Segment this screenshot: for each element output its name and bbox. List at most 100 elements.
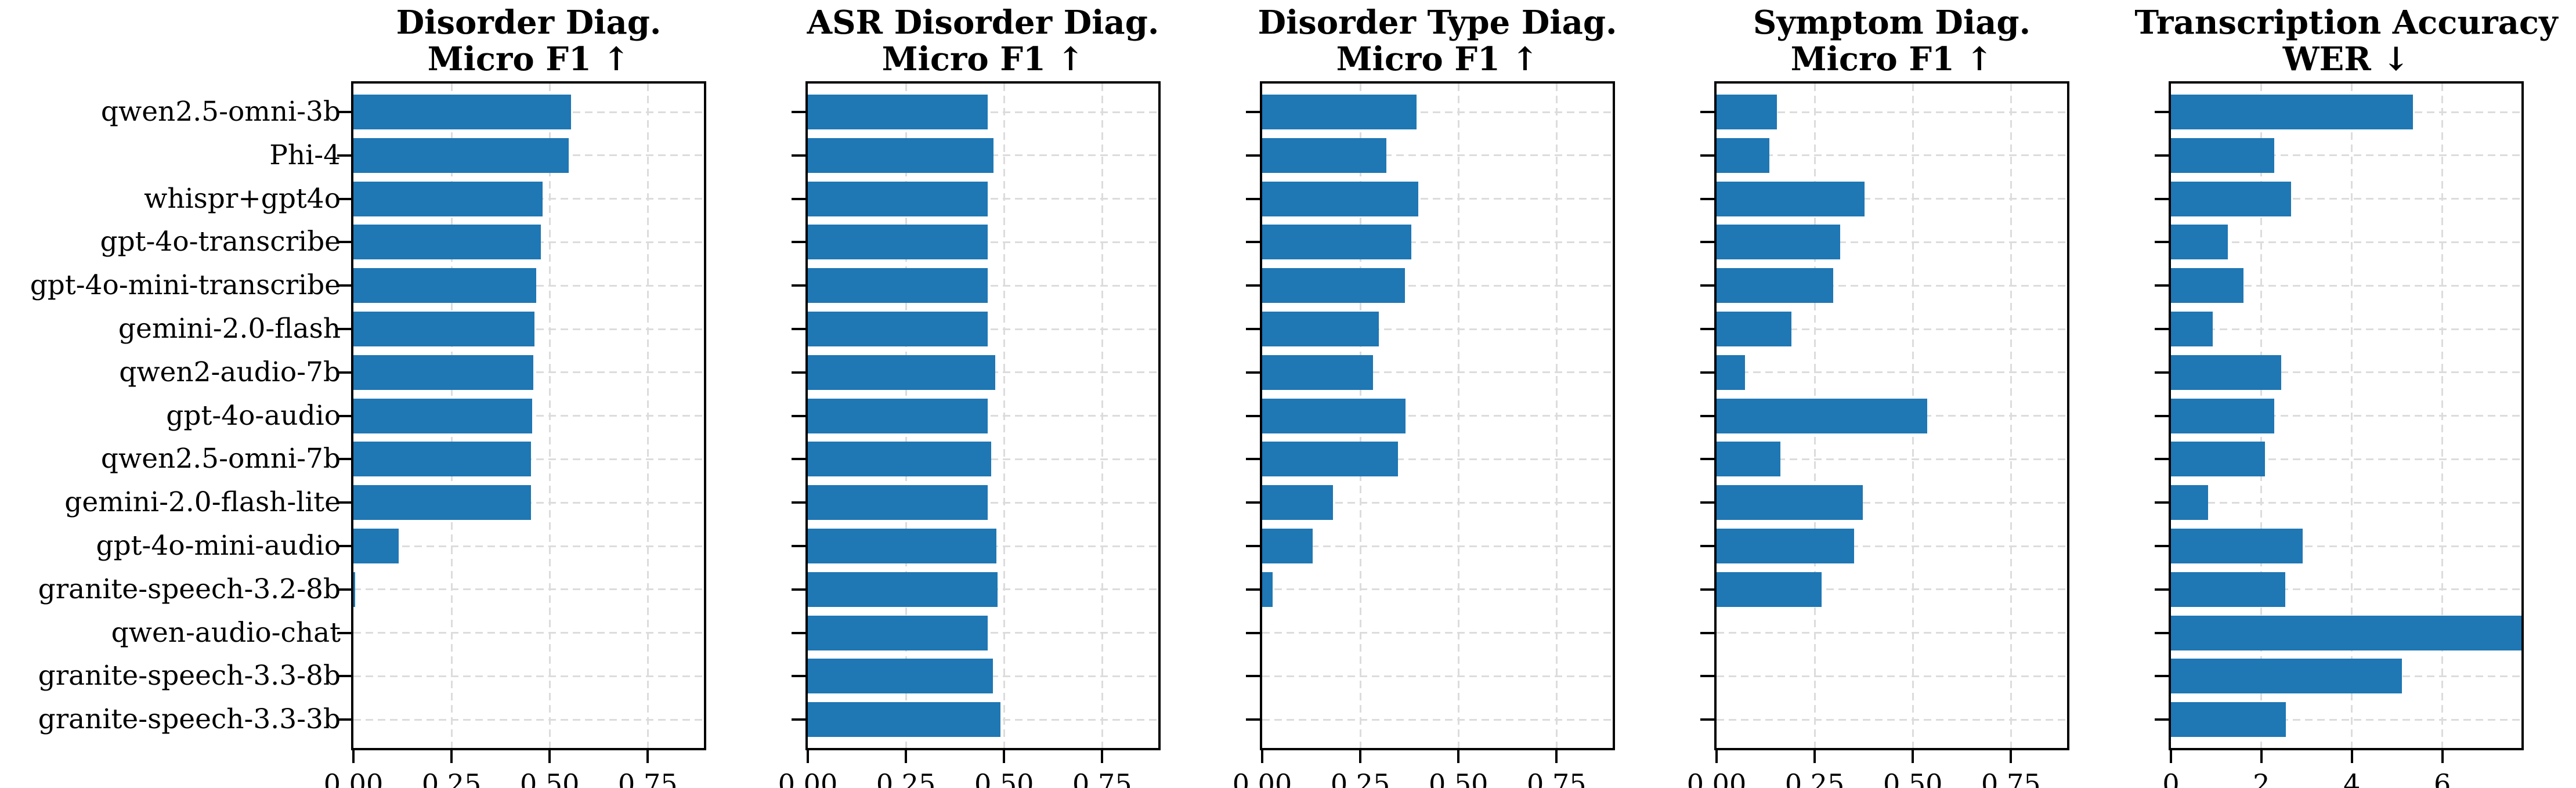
gridline-horizontal — [353, 675, 704, 677]
y-tick-mark — [337, 545, 351, 547]
x-tick-label: 0.75 — [1981, 768, 2041, 788]
gridline-horizontal — [2171, 198, 2521, 200]
y-tick-mark — [792, 501, 805, 504]
bar-qwen2-audio-7b — [1262, 355, 1374, 390]
bar-granite-speech-3.2-8b — [1262, 572, 1273, 607]
gridline-horizontal — [1262, 328, 1613, 330]
chart-title-1: ASR Disorder Diag. Micro F1 ↑ — [807, 5, 1159, 78]
x-tick-label: 0.00 — [778, 768, 838, 788]
y-tick-mark — [1246, 328, 1260, 330]
x-tick-mark — [2010, 750, 2013, 763]
y-tick-mark — [2155, 501, 2169, 504]
chart-title-line: Disorder Diag. — [396, 3, 662, 42]
x-tick-label: 0.75 — [618, 768, 678, 788]
y-tick-mark — [1246, 545, 1260, 547]
gridline-horizontal — [353, 632, 704, 634]
y-tick-mark — [792, 631, 805, 634]
y-tick-mark — [1700, 328, 1714, 330]
x-tick-mark — [1101, 750, 1104, 763]
bar-granite-speech-3.3-8b — [808, 659, 993, 694]
y-tick-mark — [1700, 197, 1714, 200]
x-tick-label: 0.75 — [1527, 768, 1587, 788]
y-tick-mark — [1246, 631, 1260, 634]
x-tick-label: 0.50 — [974, 768, 1034, 788]
gridline-horizontal — [1262, 371, 1613, 374]
gridline-horizontal — [1262, 284, 1613, 287]
gridline-horizontal — [1262, 718, 1613, 721]
y-tick-mark — [2155, 328, 2169, 330]
y-tick-mark — [792, 111, 805, 113]
x-tick-label: 0.00 — [323, 768, 384, 788]
plot-area-4: 0 2 4 6 Transcription Accuracy WER ↓ — [2134, 5, 2557, 788]
gridline-horizontal — [1717, 718, 2067, 721]
bar-granite-speech-3.3-3b — [2171, 702, 2286, 738]
x-tick-label: 0.50 — [519, 768, 580, 788]
y-tick-mark — [1700, 414, 1714, 417]
gridline-horizontal — [1717, 501, 2067, 504]
y-tick-mark — [1700, 675, 1714, 678]
bar-qwen2-audio-7b — [2171, 355, 2282, 390]
y-tick-mark — [337, 284, 351, 287]
x-tick-mark — [1457, 750, 1460, 763]
gridline-horizontal — [2171, 545, 2521, 547]
y-tick-mark — [337, 154, 351, 157]
bar-qwen2.5-omni-7b — [353, 442, 532, 477]
gridline-horizontal — [2171, 328, 2521, 330]
y-tick-mark — [1246, 458, 1260, 461]
bar-gemini-2.0-flash — [2171, 312, 2213, 346]
y-label-qwen2-audio-7b: qwen2-audio-7b — [119, 356, 341, 388]
gridline-horizontal — [353, 588, 704, 591]
bar-gpt-4o-transcribe — [1262, 225, 1412, 260]
x-tick-mark — [1555, 750, 1558, 763]
chart-title-line: Disorder Type Diag. — [1258, 3, 1617, 42]
y-tick-mark — [337, 414, 351, 417]
y-tick-mark — [1700, 371, 1714, 374]
chart-title-line: ASR Disorder Diag. — [807, 3, 1159, 42]
bar-gpt-4o-audio — [2171, 398, 2275, 433]
x-tick-mark — [807, 750, 809, 763]
bar-granite-speech-3.2-8b — [2171, 572, 2286, 607]
bar-gpt-4o-mini-audio — [1262, 529, 1313, 563]
y-label-granite-speech-3.2-8b: granite-speech-3.2-8b — [38, 573, 341, 605]
chart-title-0: Disorder Diag. Micro F1 ↑ — [396, 5, 662, 78]
bar-qwen2-audio-7b — [1717, 355, 1745, 390]
gridline-horizontal — [1717, 588, 2067, 591]
y-tick-mark — [2155, 631, 2169, 634]
x-tick-label: 0.25 — [1784, 768, 1845, 788]
chart-title-line: Micro F1 ↑ — [427, 40, 630, 78]
bar-gemini-2.0-flash — [353, 312, 534, 346]
y-label-qwen2.5-omni-7b: qwen2.5-omni-7b — [100, 443, 341, 475]
x-tick-label: 0.25 — [1330, 768, 1390, 788]
x-tick-label: 0.25 — [876, 768, 936, 788]
bar-qwen2.5-omni-3b — [808, 95, 988, 129]
y-tick-mark — [2155, 241, 2169, 244]
bar-gpt-4o-transcribe — [2171, 225, 2228, 260]
bar-gemini-2.0-flash-lite — [353, 485, 531, 520]
y-label-gpt-4o-transcribe: gpt-4o-transcribe — [100, 226, 341, 258]
y-tick-mark — [2155, 414, 2169, 417]
bar-granite-speech-3.3-3b — [808, 702, 1001, 738]
y-tick-mark — [2155, 284, 2169, 287]
bar-gpt-4o-mini-audio — [1717, 529, 1855, 563]
y-tick-mark — [1700, 111, 1714, 113]
y-tick-mark — [2155, 675, 2169, 678]
y-tick-mark — [792, 154, 805, 157]
gridline-horizontal — [1262, 415, 1613, 417]
x-tick-label: 0.25 — [421, 768, 482, 788]
gridline-horizontal — [1262, 545, 1613, 547]
bar-whispr+gpt4o — [808, 181, 988, 216]
bar-gpt-4o-mini-transcribe — [808, 268, 988, 303]
x-tick-label: 0.00 — [1232, 768, 1292, 788]
gridline-horizontal — [1262, 501, 1613, 504]
y-tick-mark — [337, 718, 351, 721]
y-tick-mark — [1700, 284, 1714, 287]
x-tick-mark — [1359, 750, 1362, 763]
y-tick-mark — [337, 328, 351, 330]
y-tick-mark — [337, 588, 351, 591]
x-tick-mark — [2260, 750, 2263, 763]
x-tick-label: 0.50 — [1428, 768, 1488, 788]
gridline-horizontal — [353, 718, 704, 721]
y-label-gemini-2.0-flash: gemini-2.0-flash — [118, 313, 341, 345]
y-tick-mark — [1246, 111, 1260, 113]
